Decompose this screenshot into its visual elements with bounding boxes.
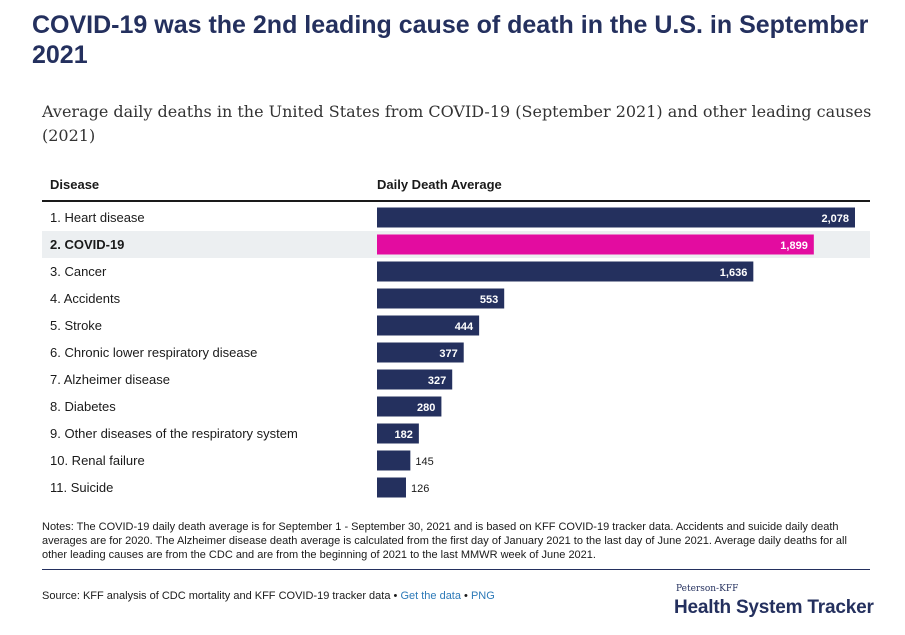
- source-text: Source: KFF analysis of CDC mortality an…: [42, 590, 391, 602]
- bar[interactable]: [377, 342, 464, 363]
- category-label: 5. Stroke: [50, 318, 102, 333]
- column-header-value: Daily Death Average: [377, 177, 502, 192]
- category-label: 2. COVID-19: [50, 237, 124, 252]
- chart-notes: Notes: The COVID-19 daily death average …: [42, 521, 847, 561]
- bar[interactable]: [377, 396, 442, 417]
- value-label: 182: [395, 429, 413, 441]
- bar[interactable]: [377, 288, 505, 309]
- column-header-disease: Disease: [50, 177, 100, 192]
- value-label: 2,078: [821, 213, 849, 225]
- category-label: 3. Cancer: [50, 264, 107, 279]
- logo-peterson-kff: Peterson-KFF: [676, 584, 739, 594]
- header-rule: [42, 200, 870, 202]
- bar[interactable]: [377, 207, 855, 228]
- value-label: 327: [428, 375, 446, 387]
- value-label: 553: [480, 294, 498, 306]
- value-label: 145: [415, 456, 433, 468]
- bar[interactable]: [377, 423, 419, 444]
- category-label: 9. Other diseases of the respiratory sys…: [50, 426, 298, 441]
- footer-rule: [42, 569, 870, 570]
- category-label: 1. Heart disease: [50, 210, 145, 225]
- category-label: 4. Accidents: [50, 291, 121, 306]
- bar[interactable]: [377, 369, 453, 390]
- category-label: 11. Suicide: [50, 480, 113, 495]
- value-label: 377: [439, 348, 457, 360]
- value-label: 1,636: [720, 267, 748, 279]
- bar[interactable]: [377, 315, 480, 336]
- chart-subtitle: Average daily deaths in the United State…: [42, 102, 872, 145]
- bar[interactable]: [377, 450, 411, 471]
- category-label: 8. Diabetes: [50, 399, 116, 414]
- value-label: 444: [455, 321, 474, 333]
- separator: •: [393, 590, 398, 602]
- value-label: 280: [417, 402, 435, 414]
- category-label: 7. Alzheimer disease: [50, 372, 170, 387]
- category-label: 10. Renal failure: [50, 453, 145, 468]
- png-link[interactable]: PNG: [470, 590, 495, 602]
- bar-chart: 1. Heart disease 2,078 2. COVID-19 1,899 3. …: [42, 207, 870, 498]
- value-label: 1,899: [780, 240, 808, 252]
- logo-health-system-tracker: Health System Tracker: [674, 597, 874, 618]
- chart-title: COVID-19 was the 2nd leading cause of de…: [32, 11, 869, 69]
- separator: •: [464, 590, 468, 602]
- source-line: Source: KFF analysis of CDC mortality an…: [42, 590, 495, 602]
- bar[interactable]: [377, 261, 754, 282]
- value-label: 126: [411, 483, 429, 495]
- bar[interactable]: [377, 477, 406, 498]
- get-the-data-link[interactable]: Get the data: [400, 590, 461, 602]
- category-label: 6. Chronic lower respiratory disease: [50, 345, 257, 360]
- bar[interactable]: [377, 234, 814, 255]
